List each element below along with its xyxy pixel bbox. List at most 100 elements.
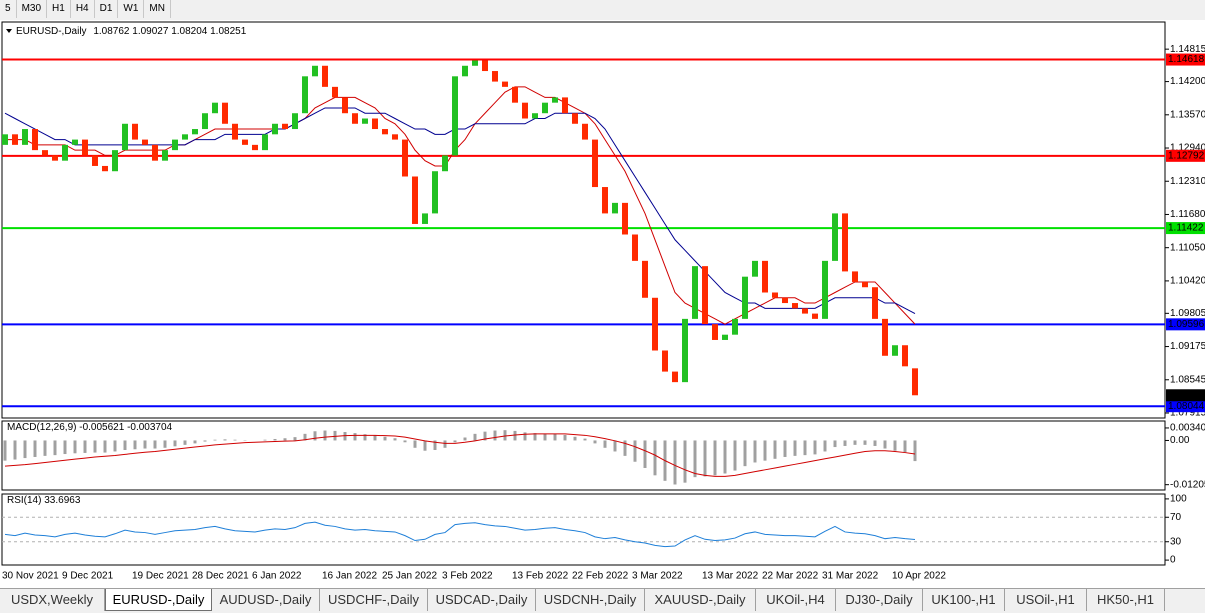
candle-body: [252, 145, 258, 150]
candle-body: [302, 76, 308, 113]
chart-tab[interactable]: HK50-,H1: [1087, 589, 1165, 611]
y-tick-label: 1.09805: [1170, 308, 1205, 319]
macd-bar: [164, 440, 167, 447]
candle-body: [832, 213, 838, 260]
x-tick-label: 6 Jan 2022: [252, 571, 302, 582]
y-tick-label: 0.003406: [1170, 423, 1205, 434]
macd-bar: [24, 440, 27, 458]
chart-tab[interactable]: XAUUSD-,Daily: [645, 589, 756, 611]
macd-main: -0.005621: [79, 422, 124, 433]
chart-tab[interactable]: UKOil-,H4: [756, 589, 836, 611]
candle-body: [892, 345, 898, 356]
macd-bar: [324, 431, 327, 441]
candle-body: [372, 118, 378, 129]
candle-body: [52, 155, 58, 160]
macd-bar: [884, 440, 887, 448]
macd-bar: [644, 440, 647, 468]
candle-body: [782, 298, 788, 303]
candle-body: [552, 97, 558, 102]
candle-body: [132, 124, 138, 140]
candle-body: [322, 66, 328, 87]
macd-bar: [734, 440, 737, 470]
x-tick-label: 25 Jan 2022: [382, 571, 437, 582]
macd-bar: [354, 433, 357, 440]
macd-bar: [764, 440, 767, 460]
y-tick-label: 1.14815: [1170, 44, 1205, 55]
candle-body: [472, 60, 478, 65]
macd-bar: [914, 440, 917, 461]
macd-bar: [774, 440, 777, 458]
chart-tab[interactable]: AUDUSD-,Daily: [212, 589, 320, 611]
macd-bar: [374, 435, 377, 440]
candle-body: [662, 351, 668, 372]
chart-title: EURUSD-,Daily 1.08762 1.09027 1.08204 1.…: [16, 26, 247, 37]
chart-background: [0, 20, 1205, 588]
macd-bar: [564, 435, 567, 441]
chart-tab[interactable]: USDCAD-,Daily: [428, 589, 536, 611]
chart-tab[interactable]: USDCHF-,Daily: [320, 589, 428, 611]
candle-body: [872, 287, 878, 319]
macd-bar: [464, 438, 467, 441]
candle-body: [112, 150, 118, 171]
chart-tab[interactable]: USDCNH-,Daily: [536, 589, 645, 611]
candle-body: [82, 140, 88, 156]
macd-bar: [834, 440, 837, 447]
y-tick-label: 100: [1170, 494, 1187, 505]
y-tick-label: 30: [1170, 536, 1182, 547]
macd-bar: [714, 440, 717, 475]
candle-body: [702, 266, 708, 324]
macd-bar: [264, 440, 267, 441]
candle-body: [92, 155, 98, 166]
candle-body: [632, 235, 638, 261]
macd-bar: [224, 439, 227, 440]
level-label: 1.11422: [1168, 223, 1204, 234]
candle-body: [882, 319, 888, 356]
x-tick-label: 28 Dec 2021: [192, 571, 249, 582]
chart-tab[interactable]: DJ30-,Daily: [836, 589, 923, 611]
y-tick-label: 1.08545: [1170, 374, 1205, 385]
macd-title: MACD(12,26,9) -0.005621 -0.003704: [7, 422, 173, 433]
candle-body: [352, 113, 358, 124]
x-tick-label: 3 Mar 2022: [632, 571, 683, 582]
symbol: EURUSD-,Daily: [16, 26, 87, 37]
candle-body: [202, 113, 208, 129]
y-tick-label: 1.10420: [1170, 276, 1205, 287]
y-tick-label: 1.11680: [1170, 209, 1205, 220]
y-tick-label: 0: [1170, 555, 1176, 566]
x-tick-label: 3 Feb 2022: [442, 571, 493, 582]
candle-body: [672, 372, 678, 383]
candle-body: [62, 145, 68, 161]
macd-bar: [214, 440, 217, 441]
candle-body: [142, 140, 148, 145]
macd-bar: [414, 440, 417, 447]
x-tick-label: 9 Dec 2021: [62, 571, 114, 582]
macd-bar: [194, 440, 197, 443]
candle-body: [812, 314, 818, 319]
macd-bar: [314, 431, 317, 440]
chart-tab[interactable]: EURUSD-,Daily: [105, 589, 212, 611]
candle-body: [442, 155, 448, 171]
macd-bar: [724, 440, 727, 473]
candle-body: [12, 134, 18, 145]
macd-bar: [594, 440, 597, 443]
candle-body: [612, 203, 618, 214]
macd-bar: [604, 440, 607, 447]
candle-body: [292, 113, 298, 129]
candle-body: [42, 150, 48, 155]
chart-tab[interactable]: USDX,Weekly: [0, 589, 105, 611]
candle-body: [402, 140, 408, 177]
candle-body: [792, 303, 798, 308]
candle-body: [22, 129, 28, 145]
candle-body: [282, 124, 288, 129]
macd-bar: [504, 430, 507, 440]
chart-tab[interactable]: UK100-,H1: [923, 589, 1005, 611]
chart-tab[interactable]: USOil-,H1: [1005, 589, 1087, 611]
y-tick-label: 1.14200: [1170, 76, 1205, 87]
macd-signal: -0.003704: [127, 422, 172, 433]
y-tick-label: 1.09175: [1170, 341, 1205, 352]
macd-bar: [334, 431, 337, 441]
candle-body: [272, 124, 278, 135]
macd-bar: [454, 440, 457, 442]
